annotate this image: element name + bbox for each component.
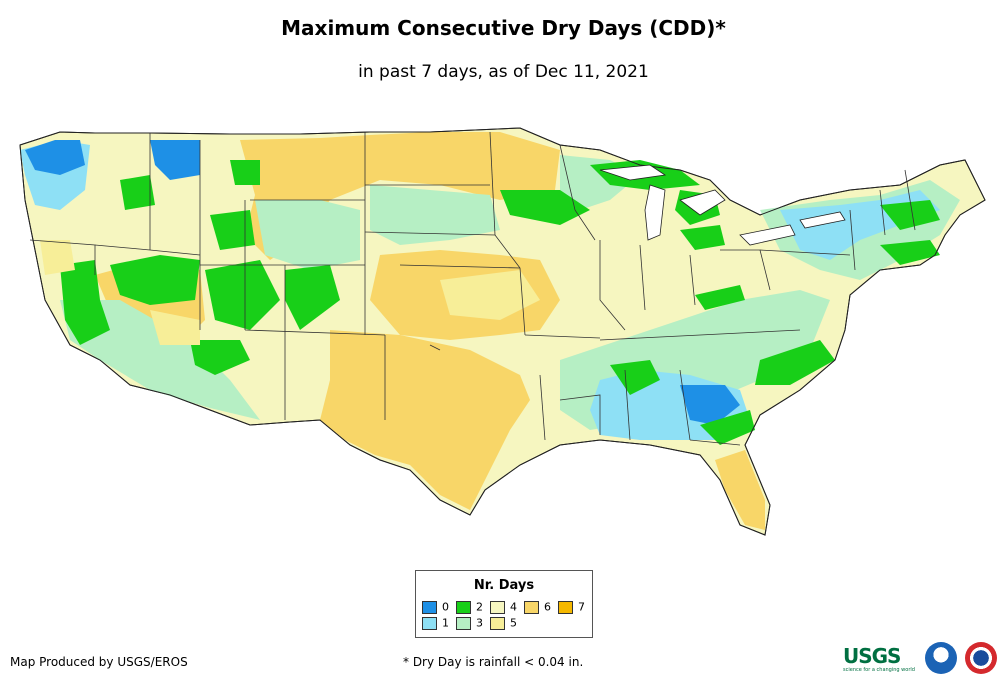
usgs-tagline: science for a changing world <box>843 667 915 673</box>
legend-swatch <box>558 601 573 614</box>
legend-label: 4 <box>510 600 517 614</box>
region-6-days-texas <box>320 330 530 510</box>
region-6-days-florida <box>715 450 765 530</box>
region-0-days-washington <box>25 140 85 175</box>
legend-swatch <box>456 601 471 614</box>
nws-logo-icon <box>965 642 997 674</box>
legend-item-0: 0 <box>422 601 449 614</box>
region-5-days-patches <box>40 240 540 345</box>
legend-swatch <box>422 601 437 614</box>
legend-item-4: 4 <box>490 601 517 614</box>
great-lakes <box>599 164 846 246</box>
legend-item-6: 6 <box>524 601 551 614</box>
map-title: Maximum Consecutive Dry Days (CDD)* <box>281 16 726 40</box>
legend-label: 6 <box>544 600 551 614</box>
legend-label: 2 <box>476 600 483 614</box>
legend-title: Nr. Days <box>473 578 535 593</box>
noaa-logo-icon <box>925 642 957 674</box>
legend-label: 0 <box>442 600 449 614</box>
legend-swatch <box>490 617 505 630</box>
legend-swatch <box>490 601 505 614</box>
region-3-days-wy-co <box>255 200 360 270</box>
usgs-logo: USGS <box>843 644 901 668</box>
legend-swatch <box>422 617 437 630</box>
logos: USGS science for a changing world <box>843 640 1003 680</box>
region-0-days-idaho <box>150 140 200 180</box>
legend-label: 3 <box>476 616 483 630</box>
legend-item-5: 5 <box>490 617 517 630</box>
legend-label: 1 <box>442 616 449 630</box>
us-cdd-map <box>19 127 986 536</box>
region-0-days-georgia <box>680 385 740 425</box>
legend-item-1: 1 <box>422 617 449 630</box>
legend-item-2: 2 <box>456 601 483 614</box>
legend-swatch <box>456 617 471 630</box>
state-boundaries <box>29 131 916 446</box>
legend-item-7: 7 <box>558 601 585 614</box>
producer-credit: Map Produced by USGS/EROS <box>10 655 188 669</box>
region-6-days-north <box>240 132 560 260</box>
legend-label: 7 <box>578 600 585 614</box>
legend: Nr. Days 0 1 2 3 4 5 6 7 <box>415 570 593 638</box>
legend-item-3: 3 <box>456 617 483 630</box>
map-subtitle: in past 7 days, as of Dec 11, 2021 <box>358 62 649 82</box>
legend-swatch <box>524 601 539 614</box>
footnote: * Dry Day is rainfall < 0.04 in. <box>403 655 584 669</box>
region-3-days-nd-sd <box>370 185 500 245</box>
legend-label: 5 <box>510 616 517 630</box>
